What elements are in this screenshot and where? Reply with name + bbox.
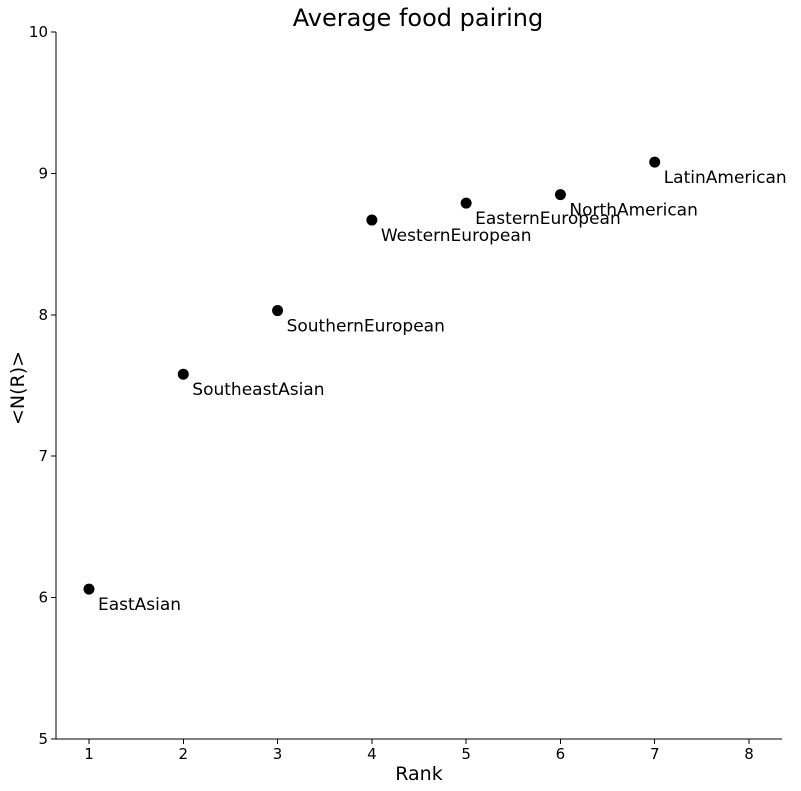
data-point: [83, 583, 95, 595]
y-tick-label: 8: [38, 306, 48, 324]
y-tick-label: 10: [29, 23, 48, 41]
y-axis-label: <N(R)>: [7, 351, 29, 425]
x-tick-label: 3: [273, 745, 283, 763]
y-tick-label: 5: [38, 730, 48, 748]
data-point-label: WesternEuropean: [381, 226, 532, 246]
data-point: [554, 189, 566, 201]
data-points: [83, 156, 661, 595]
x-tick-label: 4: [367, 745, 377, 763]
data-point: [460, 197, 472, 209]
x-tick-label: 1: [84, 745, 94, 763]
data-point-label: EastAsian: [98, 595, 181, 615]
data-point-label: SouthernEuropean: [287, 317, 445, 337]
data-point-label: LatinAmerican: [664, 168, 787, 188]
x-tick-label: 6: [556, 745, 566, 763]
x-axis-ticks: 1 2 3 4 5 6 7 8: [84, 739, 754, 763]
data-point-label: SoutheastAsian: [192, 380, 324, 400]
y-axis-ticks: 5 6 7 8 9 10: [29, 23, 56, 748]
chart-title: Average food pairing: [293, 4, 543, 32]
x-tick-label: 5: [461, 745, 471, 763]
x-axis-label: Rank: [395, 763, 442, 785]
data-point: [649, 156, 661, 168]
data-point: [177, 368, 189, 380]
y-tick-label: 9: [38, 164, 48, 182]
y-tick-label: 6: [38, 589, 48, 607]
x-tick-label: 2: [179, 745, 189, 763]
y-tick-label: 7: [38, 447, 48, 465]
data-point: [272, 305, 284, 317]
data-point: [366, 214, 378, 226]
data-point-labels: EastAsian SoutheastAsian SouthernEuropean W…: [98, 168, 787, 615]
data-point-label: NorthAmerican: [569, 201, 697, 221]
x-tick-label: 8: [744, 745, 754, 763]
data-point-label: EasternEuropean: [475, 209, 621, 229]
x-tick-label: 7: [650, 745, 660, 763]
